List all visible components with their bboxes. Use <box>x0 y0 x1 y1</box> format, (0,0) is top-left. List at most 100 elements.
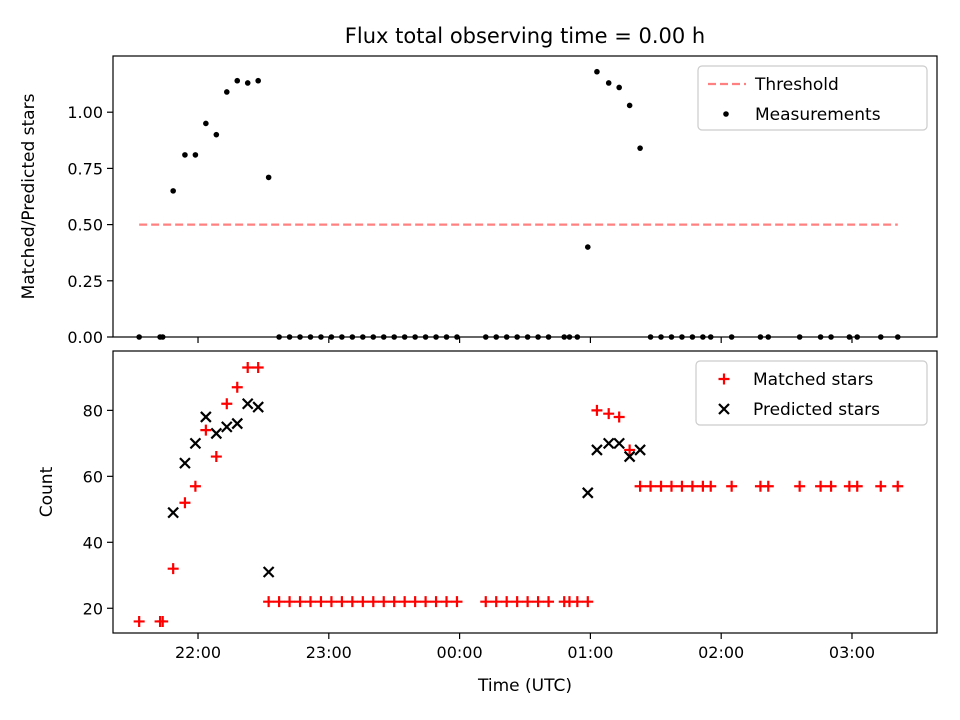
y-tick-label: 40 <box>83 533 103 552</box>
count-panel: 20 40 60 80 22:00 23:00 00:00 01:00 02:00 03:00 C… <box>37 350 938 696</box>
matched-stars-point <box>655 480 667 492</box>
matched-stars-point <box>304 596 316 608</box>
x-tick-label: 01:00 <box>567 643 613 662</box>
x-tick-label: 03:00 <box>829 643 875 662</box>
matched-stars-point <box>603 408 615 420</box>
matched-stars-point <box>210 451 222 463</box>
measurements-point <box>255 77 261 84</box>
x-tick-label: 23:00 <box>306 643 352 662</box>
y-tick-label: 0.00 <box>67 328 103 347</box>
matched-stars-point <box>613 411 625 423</box>
matched-stars-point <box>490 596 502 608</box>
x-tick-label: 02:00 <box>698 643 744 662</box>
y-tick-label: 0.75 <box>67 159 103 178</box>
matched-stars-point <box>815 480 827 492</box>
predicted-stars-point <box>634 444 646 456</box>
matched-stars-point <box>378 596 390 608</box>
matched-stars-point <box>325 596 337 608</box>
predicted-stars-point <box>252 401 264 413</box>
matched-stars-point <box>624 444 636 456</box>
count-axes-frame <box>112 350 938 634</box>
matched-stars-point <box>388 596 400 608</box>
matched-stars-point <box>409 596 421 608</box>
matched-stars-point <box>189 480 201 492</box>
measurements-point <box>626 102 633 109</box>
measurements-point <box>616 84 622 91</box>
matched-stars-point <box>167 563 179 575</box>
flux-ratio-panel: 0.00 0.25 0.50 0.75 1.00 Matched/Predicted s… <box>19 55 938 347</box>
matched-stars-point <box>676 480 688 492</box>
matched-stars-point <box>430 596 442 608</box>
matched-stars-point <box>794 480 806 492</box>
y-tick-label: 0.50 <box>67 216 103 235</box>
measurements-point <box>594 68 600 75</box>
measurements-point <box>234 77 241 84</box>
x-axis-label: Time (UTC) <box>477 676 572 696</box>
matched-stars-point <box>571 596 583 608</box>
matched-stars-point <box>480 596 492 608</box>
matched-stars-point <box>582 596 594 608</box>
legend-threshold-label: Threshold <box>754 75 839 95</box>
predicted-stars-point <box>262 566 275 578</box>
matched-stars-point <box>762 480 774 492</box>
matched-stars-point <box>825 480 837 492</box>
y-tick-label: 80 <box>83 401 103 420</box>
predicted-stars-point <box>241 397 254 410</box>
legend-matched-stars-swatch <box>718 373 730 385</box>
matched-stars-point <box>252 361 264 373</box>
predicted-stars-point <box>167 506 179 519</box>
legend-predicted-stars-label: Predicted stars <box>753 400 880 420</box>
matched-stars-point <box>346 596 358 608</box>
flux-ratio-ticks: 0.00 0.25 0.50 0.75 1.00 <box>67 103 853 347</box>
measurements-point <box>605 80 612 86</box>
matched-stars-point <box>200 424 212 436</box>
flux-ratio-y-axis-label: Matched/Predicted stars <box>19 93 39 299</box>
matched-stars-point <box>665 480 677 492</box>
predicted-stars-point <box>221 421 233 433</box>
matched-stars-point <box>501 596 513 608</box>
matched-stars-point <box>263 596 275 608</box>
measurements-point <box>584 244 591 250</box>
measurements-point <box>637 145 643 151</box>
matched-stars-point <box>221 398 233 410</box>
matched-stars-point <box>179 497 191 509</box>
matched-stars-point <box>357 596 369 608</box>
predicted-stars-point <box>210 427 223 440</box>
predicted-stars-point <box>613 437 625 450</box>
matched-stars-point <box>273 596 285 608</box>
predicted-stars-point <box>582 487 594 499</box>
matched-stars-point <box>315 596 327 608</box>
matched-stars-point <box>133 615 145 627</box>
matched-stars-point <box>367 596 379 608</box>
predicted-stars-point <box>591 444 603 456</box>
x-tick-label: 00:00 <box>437 643 483 662</box>
matched-stars-point <box>284 596 296 608</box>
matched-stars-point <box>157 615 169 627</box>
legend-predicted-stars-swatch <box>718 403 730 415</box>
count-y-axis-label: Count <box>37 466 57 517</box>
flux-ratio-legend: Threshold Measurements <box>697 65 928 131</box>
measurements-point <box>213 131 220 138</box>
measurements-point <box>223 89 230 95</box>
measurements-point <box>192 152 199 158</box>
measurements-point <box>182 152 188 158</box>
matched-stars-point <box>705 480 717 492</box>
matched-stars-point <box>420 596 432 608</box>
matched-stars-point <box>591 404 603 416</box>
matched-stars-point <box>441 596 453 608</box>
predicted-stars-point <box>200 411 212 423</box>
predicted-stars-point <box>189 437 202 450</box>
measurements-point <box>203 120 209 127</box>
measurements-point <box>170 188 176 194</box>
matched-stars-point <box>634 480 646 492</box>
matched-stars-point <box>399 596 411 608</box>
legend-matched-stars-label: Matched stars <box>753 370 873 390</box>
matched-stars-point <box>532 596 544 608</box>
matched-stars-point <box>511 596 523 608</box>
measurements-point <box>244 80 251 86</box>
predicted-stars-point <box>179 457 191 469</box>
y-tick-label: 1.00 <box>67 103 103 122</box>
matched-stars-point <box>645 480 657 492</box>
measurements-point <box>265 174 272 181</box>
